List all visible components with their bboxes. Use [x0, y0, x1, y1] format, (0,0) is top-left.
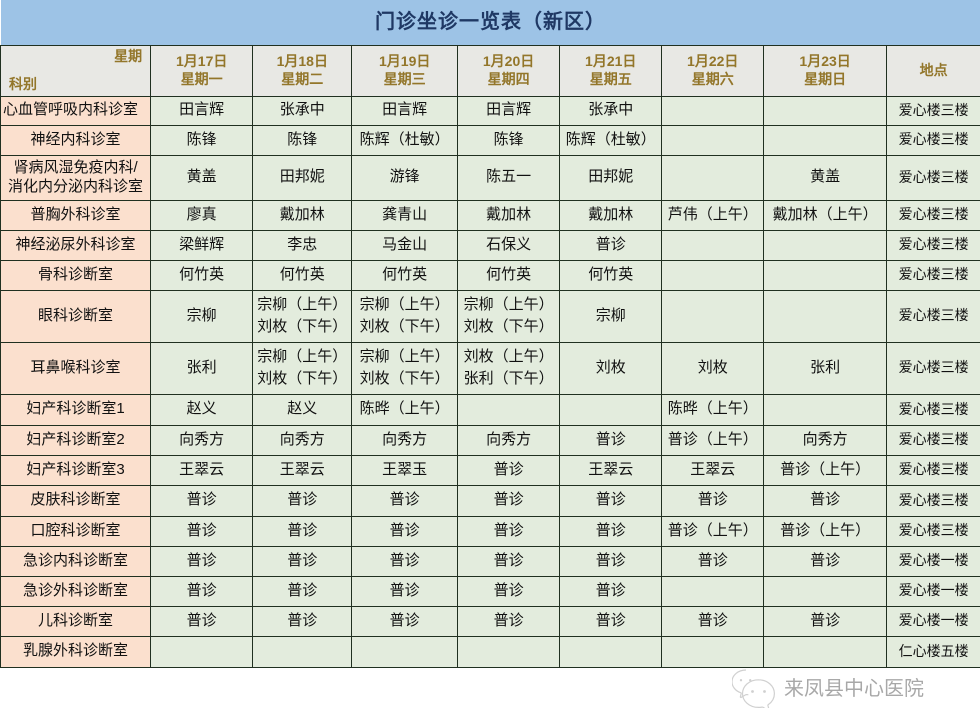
svg-text:来凤县中心医院: 来凤县中心医院 — [784, 677, 924, 700]
